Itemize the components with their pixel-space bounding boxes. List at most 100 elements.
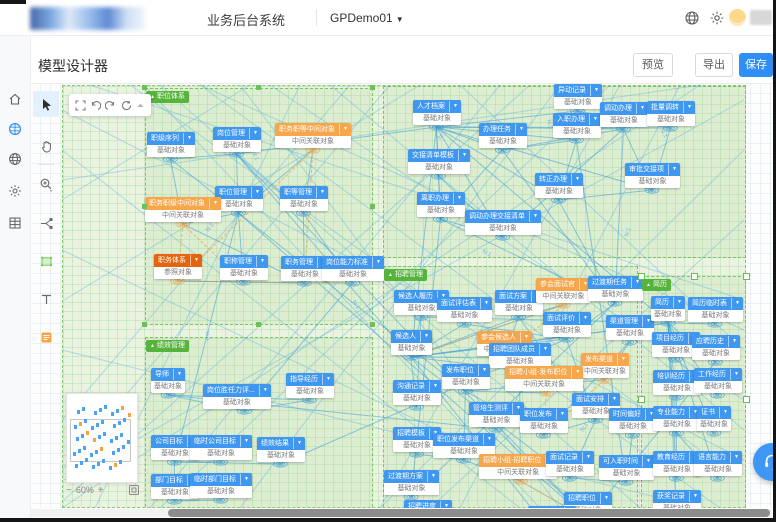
node-dropdown-icon[interactable]: ▼ bbox=[582, 452, 591, 463]
model-node[interactable]: 候选人履历 ▼ 基础对象 bbox=[394, 290, 449, 315]
node-dropdown-icon[interactable]: ▼ bbox=[556, 409, 565, 420]
node-dropdown-icon[interactable]: ▼ bbox=[719, 407, 728, 418]
model-node[interactable]: 职务体系 ▼ 参照对象 bbox=[154, 254, 202, 279]
model-node[interactable]: 职称管理 ▼ 基础对象 bbox=[220, 255, 268, 280]
settings-gear-icon[interactable] bbox=[709, 10, 725, 26]
note-tool[interactable] bbox=[33, 324, 59, 350]
node-dropdown-icon[interactable]: ▼ bbox=[564, 507, 573, 508]
node-dropdown-icon[interactable]: ▼ bbox=[589, 114, 598, 125]
model-node[interactable]: 办理任务 ▼ 基础对象 bbox=[479, 123, 527, 148]
node-dropdown-icon[interactable]: ▼ bbox=[571, 367, 580, 378]
model-node[interactable]: 人员甄选▼基础对象 bbox=[528, 506, 576, 508]
node-dropdown-icon[interactable]: ▼ bbox=[600, 493, 609, 504]
group-label-tag[interactable]: ▲ 简历 bbox=[642, 279, 671, 291]
model-node[interactable]: 面试评估表 ▼ 基础对象 bbox=[437, 297, 492, 322]
model-node[interactable]: 培训经历▼基础对象 bbox=[653, 370, 701, 395]
model-node[interactable]: 面试评价 ▼ 基础对象 bbox=[543, 312, 591, 337]
node-dropdown-icon[interactable]: ▼ bbox=[372, 257, 381, 268]
node-dropdown-icon[interactable]: ▼ bbox=[590, 85, 599, 96]
model-node[interactable]: 绩效结果 ▼ 基础对象 bbox=[257, 437, 305, 462]
node-dropdown-icon[interactable]: ▼ bbox=[731, 298, 740, 309]
node-dropdown-icon[interactable]: ▼ bbox=[579, 313, 588, 324]
redo-icon[interactable] bbox=[105, 100, 116, 111]
collapse-toolbar-icon[interactable] bbox=[136, 101, 145, 110]
model-node[interactable]: 审批交接项 ▼ 基础对象 bbox=[625, 163, 680, 188]
model-node[interactable]: 语言能力 ▼ 基础对象 bbox=[694, 451, 742, 476]
node-dropdown-icon[interactable]: ▼ bbox=[258, 385, 268, 396]
group-resize-handle[interactable] bbox=[638, 273, 645, 280]
group-label-tag[interactable]: ▲ 招聘管理 bbox=[384, 269, 427, 281]
node-dropdown-icon[interactable]: ▼ bbox=[529, 211, 538, 222]
model-node[interactable]: 获奖记录 ▼基础对象 bbox=[653, 490, 701, 508]
model-node[interactable]: 指导经历 ▼ 基础对象 bbox=[286, 373, 334, 398]
node-dropdown-icon[interactable]: ▼ bbox=[458, 150, 467, 161]
model-node[interactable]: 候选人 ▼ 基础对象 bbox=[391, 330, 432, 355]
pan-hand-tool[interactable] bbox=[33, 133, 59, 159]
model-node[interactable]: 调动办理交接清单 ▼ 基础对象 bbox=[465, 210, 541, 235]
connector-tool[interactable] bbox=[33, 210, 59, 236]
model-node[interactable]: 项目经历▼基础对象 bbox=[652, 332, 700, 357]
node-dropdown-icon[interactable]: ▼ bbox=[539, 344, 548, 355]
node-dropdown-icon[interactable]: ▼ bbox=[251, 187, 260, 198]
model-node[interactable]: 调动办理 ▼ 基础对象 bbox=[600, 102, 648, 127]
group-resize-handle[interactable] bbox=[142, 322, 147, 327]
model-node[interactable]: 发布渠道 ▼ 中间关联对象 bbox=[581, 353, 629, 378]
model-node[interactable]: 职位发布 ▼ 基础对象 bbox=[520, 408, 568, 433]
model-node[interactable]: 离职办理 ▼ 基础对象 bbox=[417, 192, 465, 217]
zoom-in-button[interactable]: + bbox=[97, 484, 104, 496]
node-dropdown-icon[interactable]: ▼ bbox=[608, 394, 617, 405]
node-dropdown-icon[interactable]: ▼ bbox=[512, 403, 521, 414]
select-cursor-tool[interactable] bbox=[33, 91, 59, 117]
node-dropdown-icon[interactable]: ▼ bbox=[322, 374, 331, 385]
node-dropdown-icon[interactable]: ▼ bbox=[730, 452, 739, 463]
region-tool[interactable] bbox=[33, 248, 59, 274]
model-node[interactable]: 时间偏好 ▼ 基础对象 bbox=[609, 408, 657, 433]
node-dropdown-icon[interactable]: ▼ bbox=[339, 124, 348, 135]
user-avatar[interactable] bbox=[729, 9, 746, 26]
node-dropdown-icon[interactable]: ▼ bbox=[636, 103, 645, 114]
node-dropdown-icon[interactable]: ▼ bbox=[730, 369, 739, 380]
zoom-tool[interactable] bbox=[33, 171, 59, 197]
model-node[interactable]: 面试方案▼基础对象 bbox=[495, 290, 543, 315]
sidebar-model-designer-icon[interactable] bbox=[8, 122, 22, 136]
text-tool[interactable] bbox=[33, 286, 59, 312]
node-dropdown-icon[interactable]: ▼ bbox=[689, 407, 698, 418]
node-dropdown-icon[interactable]: ▼ bbox=[483, 434, 492, 445]
group-resize-handle[interactable] bbox=[743, 273, 750, 280]
node-dropdown-icon[interactable]: ▼ bbox=[683, 102, 692, 113]
model-node[interactable]: 岗位管理 ▼ 基础对象 bbox=[213, 127, 261, 152]
node-dropdown-icon[interactable]: ▼ bbox=[209, 198, 218, 209]
group-resize-handle[interactable] bbox=[370, 322, 375, 327]
model-node[interactable]: 入职办理 ▼ 基础对象 bbox=[553, 113, 601, 138]
model-node[interactable]: 导师 ▼ 基础对象 bbox=[151, 368, 185, 393]
node-dropdown-icon[interactable]: ▼ bbox=[478, 365, 487, 376]
model-node[interactable]: 招聘小组-发布职位 ▼ 中间关联对象 bbox=[505, 366, 584, 391]
node-dropdown-icon[interactable]: ▼ bbox=[515, 124, 524, 135]
horizontal-scrollbar-thumb[interactable] bbox=[168, 509, 770, 517]
model-node[interactable]: 职位管理 ▼ 基础对象 bbox=[215, 186, 263, 211]
node-dropdown-icon[interactable]: ▼ bbox=[453, 193, 462, 204]
node-dropdown-icon[interactable]: ▼ bbox=[183, 133, 192, 144]
model-node[interactable]: 简历临时表 ▼ 基础对象 bbox=[688, 297, 743, 322]
node-dropdown-icon[interactable]: ▼ bbox=[240, 474, 249, 485]
model-node[interactable]: 岗位能力标准 ▼ 基础对象 bbox=[322, 256, 384, 281]
node-dropdown-icon[interactable]: ▼ bbox=[480, 298, 489, 309]
node-dropdown-icon[interactable]: ▼ bbox=[256, 256, 265, 267]
model-node[interactable]: 转正办理 ▼ 基础对象 bbox=[535, 173, 583, 198]
model-node[interactable]: 异动记录 ▼ 基础对象 bbox=[554, 84, 602, 109]
model-node[interactable]: 渠道管理 ▼ 基础对象 bbox=[606, 315, 654, 340]
node-dropdown-icon[interactable]: ▼ bbox=[293, 438, 302, 449]
node-dropdown-icon[interactable]: ▼ bbox=[449, 101, 458, 112]
group-resize-handle[interactable] bbox=[638, 396, 645, 403]
group-resize-handle[interactable] bbox=[743, 396, 750, 403]
model-node[interactable]: 过渡期任务 ▼ 基础对象 bbox=[588, 276, 643, 301]
node-dropdown-icon[interactable]: ▼ bbox=[249, 128, 258, 139]
node-dropdown-icon[interactable]: ▼ bbox=[190, 255, 199, 266]
model-node[interactable]: 职务职等中间对象 ▼ 中间关联对象 bbox=[275, 123, 351, 148]
node-dropdown-icon[interactable]: ▼ bbox=[437, 291, 446, 302]
model-node[interactable]: 职务职级中间对象 ▼ 中间关联对象 bbox=[145, 197, 221, 222]
node-dropdown-icon[interactable]: ▼ bbox=[642, 316, 651, 327]
model-node[interactable]: 管培生测评 ▼ 基础对象 bbox=[469, 402, 524, 427]
sidebar-globe-icon[interactable] bbox=[8, 152, 22, 166]
node-dropdown-icon[interactable]: ▼ bbox=[728, 336, 737, 347]
